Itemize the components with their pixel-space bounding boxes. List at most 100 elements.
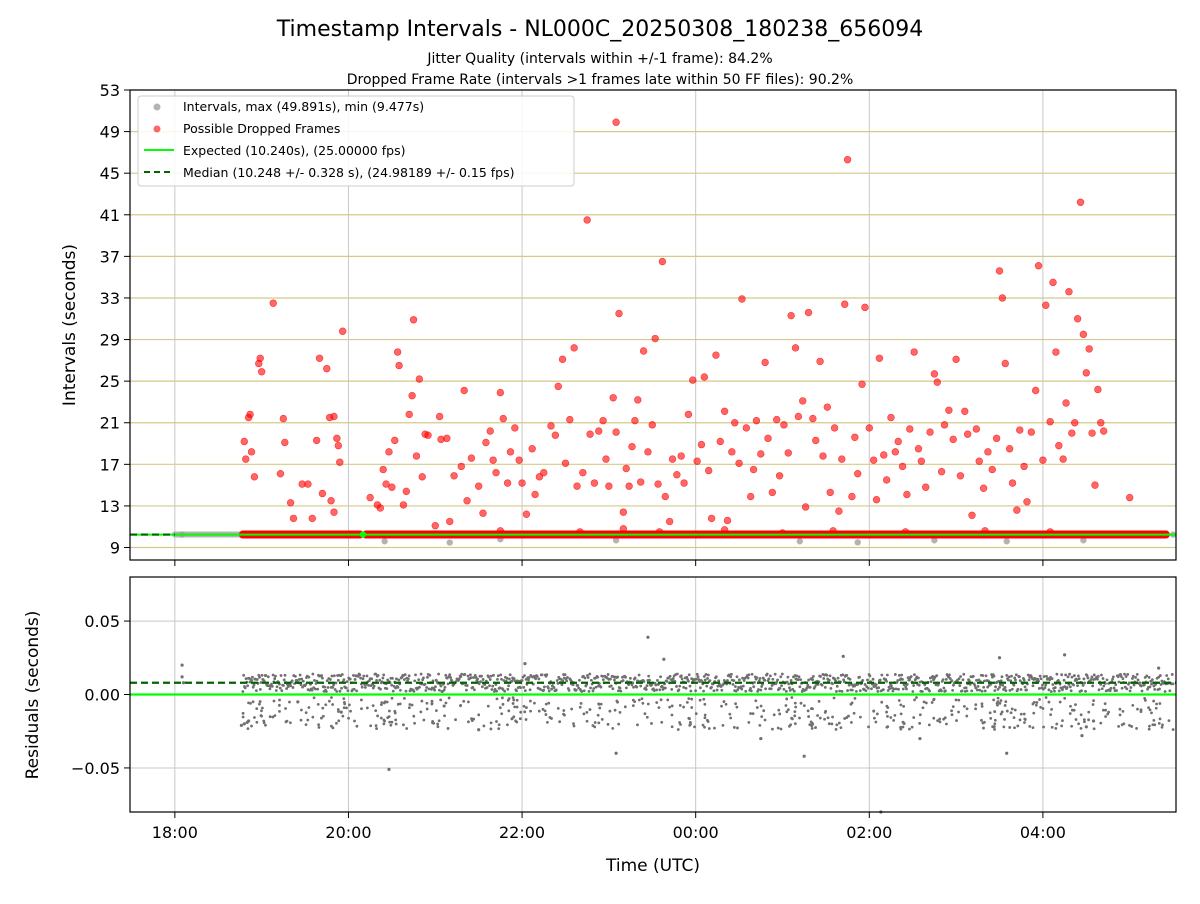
residual-point <box>1051 677 1054 680</box>
residual-point <box>616 676 619 679</box>
residual-point <box>928 724 931 727</box>
dropped-frame-point <box>1089 430 1096 437</box>
residual-point <box>1078 677 1081 680</box>
residual-point <box>930 680 933 683</box>
residual-point <box>1097 675 1100 678</box>
residual-point <box>445 702 448 705</box>
residual-point <box>647 703 650 706</box>
residual-point <box>625 687 628 690</box>
residual-point <box>693 726 696 729</box>
residual-point <box>384 700 387 703</box>
residual-point <box>1055 723 1058 726</box>
dropped-frame-point <box>595 428 602 435</box>
dropped-frame-point <box>731 419 738 426</box>
residual-point <box>372 704 375 707</box>
residual-point <box>751 673 754 676</box>
dropped-frame-point <box>1047 418 1054 425</box>
residual-point <box>911 726 914 729</box>
residual-point <box>944 716 947 719</box>
residual-point <box>942 687 945 690</box>
residual-point <box>274 675 277 678</box>
residual-point <box>601 718 604 721</box>
residual-point <box>349 678 352 681</box>
residual-point <box>785 710 788 713</box>
residual-point <box>982 727 985 730</box>
dropped-frame-point <box>792 344 799 351</box>
dropped-frame-point <box>1060 456 1067 463</box>
residual-point <box>397 703 400 706</box>
residual-point <box>853 712 856 715</box>
residual-point <box>182 681 185 684</box>
residual-point <box>438 719 441 722</box>
residual-point <box>507 699 510 702</box>
residual-point <box>635 686 638 689</box>
dropped-frame-point <box>973 426 980 433</box>
residual-point <box>1069 705 1072 708</box>
x-axis-label: Time (UTC) <box>605 856 700 876</box>
residual-point <box>622 679 625 682</box>
residual-point <box>255 707 258 710</box>
residual-point <box>1150 712 1153 715</box>
dropped-frame-point <box>529 445 536 452</box>
residual-point <box>831 716 834 719</box>
residual-point <box>1104 702 1107 705</box>
residual-point <box>607 673 610 676</box>
residual-point <box>249 702 252 705</box>
dropped-frame-point <box>584 217 591 224</box>
residual-point <box>369 724 372 727</box>
dropped-frame-point <box>552 432 559 439</box>
residual-point <box>360 707 363 710</box>
residual-point <box>1080 689 1083 692</box>
dropped-frame-point <box>830 527 837 534</box>
residual-point <box>1054 686 1057 689</box>
residual-point <box>1011 688 1014 691</box>
residual-point <box>459 675 462 678</box>
residual-point <box>747 721 750 724</box>
residual-point <box>1083 677 1086 680</box>
residual-point <box>732 683 735 686</box>
residual-point <box>527 679 530 682</box>
residual-point <box>872 678 875 681</box>
residual-point <box>759 689 762 692</box>
residual-point <box>521 679 524 682</box>
top-y-tick-label: 13 <box>100 497 120 516</box>
dropped-frame-point <box>950 436 957 443</box>
residual-point <box>242 712 245 715</box>
residual-point <box>901 678 904 681</box>
residual-point <box>702 698 705 701</box>
residual-point <box>811 727 814 730</box>
residual-point <box>1063 697 1066 700</box>
residual-point <box>316 688 319 691</box>
residual-point <box>299 674 302 677</box>
residual-point <box>722 724 725 727</box>
residual-point <box>538 710 541 713</box>
residual-point <box>858 676 861 679</box>
residual-point <box>420 673 423 676</box>
residual-point <box>1004 700 1007 703</box>
residual-point <box>391 697 394 700</box>
residual-point <box>689 721 692 724</box>
residual-point <box>1151 678 1154 681</box>
residual-point <box>983 721 986 724</box>
dropped-frame-point <box>989 466 996 473</box>
dropped-frame-point <box>490 457 497 464</box>
dropped-frame-point <box>500 415 507 422</box>
residual-point <box>1135 727 1138 730</box>
residual-point <box>340 711 343 714</box>
dropped-frame-point <box>281 439 288 446</box>
residual-point <box>1070 725 1073 728</box>
residual-point <box>261 707 264 710</box>
dropped-frame-point <box>781 421 788 428</box>
residual-point <box>742 685 745 688</box>
residual-point <box>632 686 635 689</box>
residual-point <box>614 709 617 712</box>
residual-point <box>414 673 417 676</box>
dropped-frame-point <box>446 518 453 525</box>
residual-point <box>841 673 844 676</box>
dropped-frame-point <box>339 328 346 335</box>
residual-point <box>966 707 969 710</box>
residual-point <box>353 688 356 691</box>
residual-point <box>240 724 243 727</box>
residual-point <box>1010 675 1013 678</box>
residual-point <box>364 686 367 689</box>
